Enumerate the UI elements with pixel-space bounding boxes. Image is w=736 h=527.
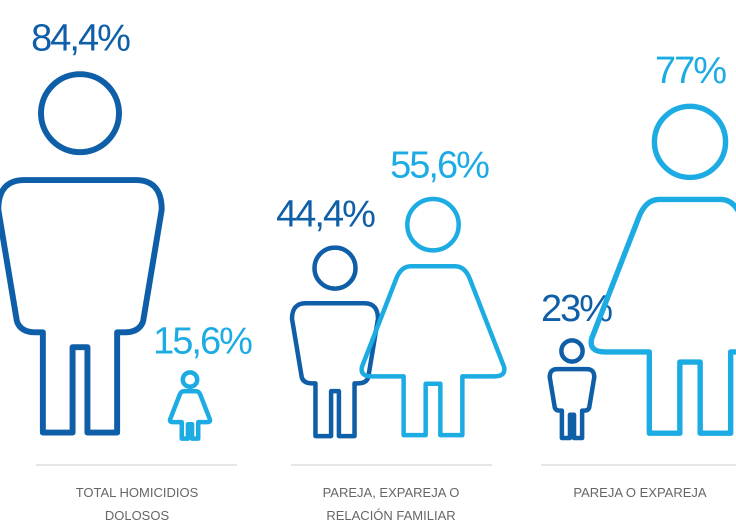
value-label: 77%: [655, 50, 726, 92]
figure: [167, 370, 213, 441]
figure: [359, 196, 507, 438]
figure: [289, 245, 381, 439]
value-label: 15,6%: [153, 320, 252, 362]
figure-body: [359, 264, 507, 438]
category-label: TOTAL HOMICIDIOS DOLOSOS: [75, 485, 199, 523]
value-label: 84,4%: [31, 18, 130, 60]
figure-head: [312, 245, 358, 291]
figure-head: [38, 71, 122, 156]
figure: [0, 71, 165, 436]
figure: [547, 338, 597, 441]
figure-body: [0, 177, 165, 436]
figure-body: [588, 196, 736, 436]
figure-head: [405, 196, 461, 253]
category-label: PAREJA O EXPAREJA: [573, 485, 707, 500]
figure: [588, 103, 736, 436]
value-label: 55,6%: [390, 144, 489, 186]
category-label: PAREJA, EXPAREJA O RELACIÓN FAMILIAR: [322, 485, 460, 523]
figure-head: [180, 370, 200, 390]
value-label: 44,4%: [276, 194, 375, 236]
figure-head: [559, 338, 585, 364]
figure-body: [547, 366, 597, 441]
figure-body: [289, 300, 381, 439]
figure-body: [167, 389, 213, 441]
figure-head: [651, 103, 729, 181]
